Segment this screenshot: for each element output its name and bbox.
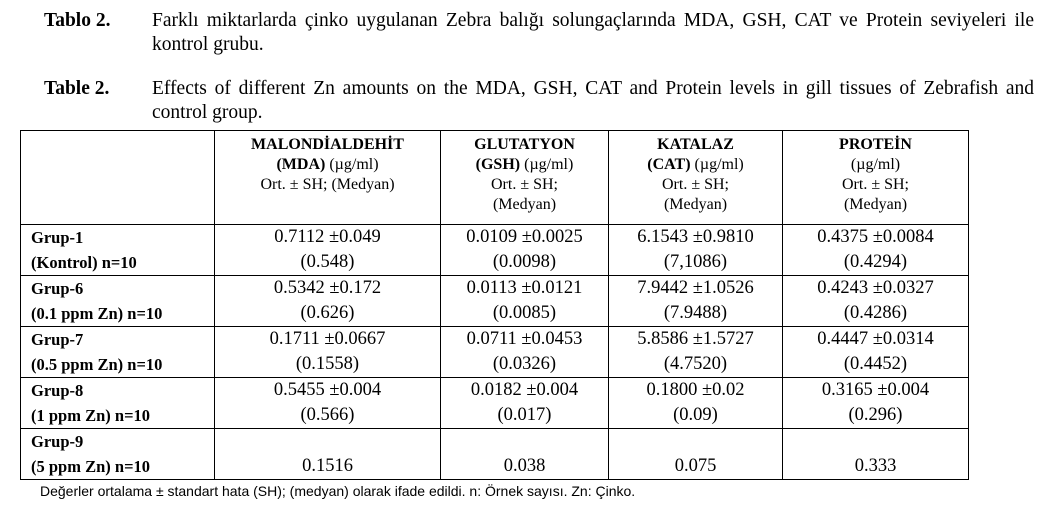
value-cell: 5.8586 ±1.5727 (4.7520) xyxy=(608,326,783,378)
value-cell: 0.4243 ±0.0327 (0.4286) xyxy=(782,275,969,327)
table-row: Grup-8 (1 ppm Zn) n=10 0.5455 ±0.004 (0.56… xyxy=(20,377,969,429)
value-cell: 0.5342 ±0.172 (0.626) xyxy=(214,275,441,327)
table-footnote: Değerler ortalama ± standart hata (SH); … xyxy=(40,483,636,499)
caption-turkish-label: Tablo 2. xyxy=(44,10,111,31)
caption-english-label: Table 2. xyxy=(44,78,110,99)
value-cell: 0.1800 ±0.02 (0.09) xyxy=(608,377,783,429)
table-row: Grup-1 (Kontrol) n=10 0.7112 ±0.049 (0.548… xyxy=(20,224,969,276)
group-label: Grup-9 (5 ppm Zn) n=10 xyxy=(20,428,215,480)
value-cell: 0.0711 ±0.0453 (0.0326) xyxy=(440,326,609,378)
value-cell: 0.3165 ±0.004 (0.296) xyxy=(782,377,969,429)
header-gsh: GLUTATYON (GSH) (µg/ml) Ort. ± SH; (Medy… xyxy=(440,130,609,225)
value-cell: 0.0109 ±0.0025 (0.0098) xyxy=(440,224,609,276)
table-row: Grup-6 (0.1 ppm Zn) n=10 0.5342 ±0.172 (0.… xyxy=(20,275,969,327)
caption-turkish: Tablo 2. Farklı miktarlarda çinko uygula… xyxy=(44,9,1034,57)
value-cell: 0.4447 ±0.0314 (0.4452) xyxy=(782,326,969,378)
group-label: Grup-7 (0.5 ppm Zn) n=10 xyxy=(20,326,215,378)
header-cat: KATALAZ (CAT) (µg/ml) Ort. ± SH; (Medyan… xyxy=(608,130,783,225)
value-cell: 0.5455 ±0.004 (0.566) xyxy=(214,377,441,429)
results-table: MALONDİALDEHİT (MDA) (µg/ml) Ort. ± SH; … xyxy=(20,130,969,480)
caption-english: Table 2. Effects of different Zn amounts… xyxy=(44,77,1034,125)
value-cell: 6.1543 ±0.9810 (7,1086) xyxy=(608,224,783,276)
value-cell: 0.0182 ±0.004 (0.017) xyxy=(440,377,609,429)
value-cell: 0.7112 ±0.049 (0.548) xyxy=(214,224,441,276)
header-row: MALONDİALDEHİT (MDA) (µg/ml) Ort. ± SH; … xyxy=(20,130,969,225)
value-cell: 0.1711 ±0.0667 (0.1558) xyxy=(214,326,441,378)
value-cell: 0.1516 xyxy=(214,428,441,480)
header-mda: MALONDİALDEHİT (MDA) (µg/ml) Ort. ± SH; … xyxy=(214,130,441,225)
table-row: Grup-7 (0.5 ppm Zn) n=10 0.1711 ±0.0667 (0… xyxy=(20,326,969,378)
value-cell: 0.333 xyxy=(782,428,969,480)
table-row: Grup-9 (5 ppm Zn) n=10 0.1516 0.038 0.075… xyxy=(20,428,969,480)
caption-english-text: Effects of different Zn amounts on the M… xyxy=(152,78,1034,123)
group-label: Grup-1 (Kontrol) n=10 xyxy=(20,224,215,276)
value-cell: 0.0113 ±0.0121 (0.0085) xyxy=(440,275,609,327)
group-label: Grup-8 (1 ppm Zn) n=10 xyxy=(20,377,215,429)
group-label: Grup-6 (0.1 ppm Zn) n=10 xyxy=(20,275,215,327)
header-protein: PROTEİN (µg/ml) Ort. ± SH; (Medyan) xyxy=(782,130,969,225)
value-cell: 0.075 xyxy=(608,428,783,480)
header-corner-cell xyxy=(20,130,215,225)
value-cell: 7.9442 ±1.0526 (7.9488) xyxy=(608,275,783,327)
value-cell: 0.038 xyxy=(440,428,609,480)
value-cell: 0.4375 ±0.0084 (0.4294) xyxy=(782,224,969,276)
caption-turkish-text: Farklı miktarlarda çinko uygulanan Zebra… xyxy=(152,10,1034,55)
